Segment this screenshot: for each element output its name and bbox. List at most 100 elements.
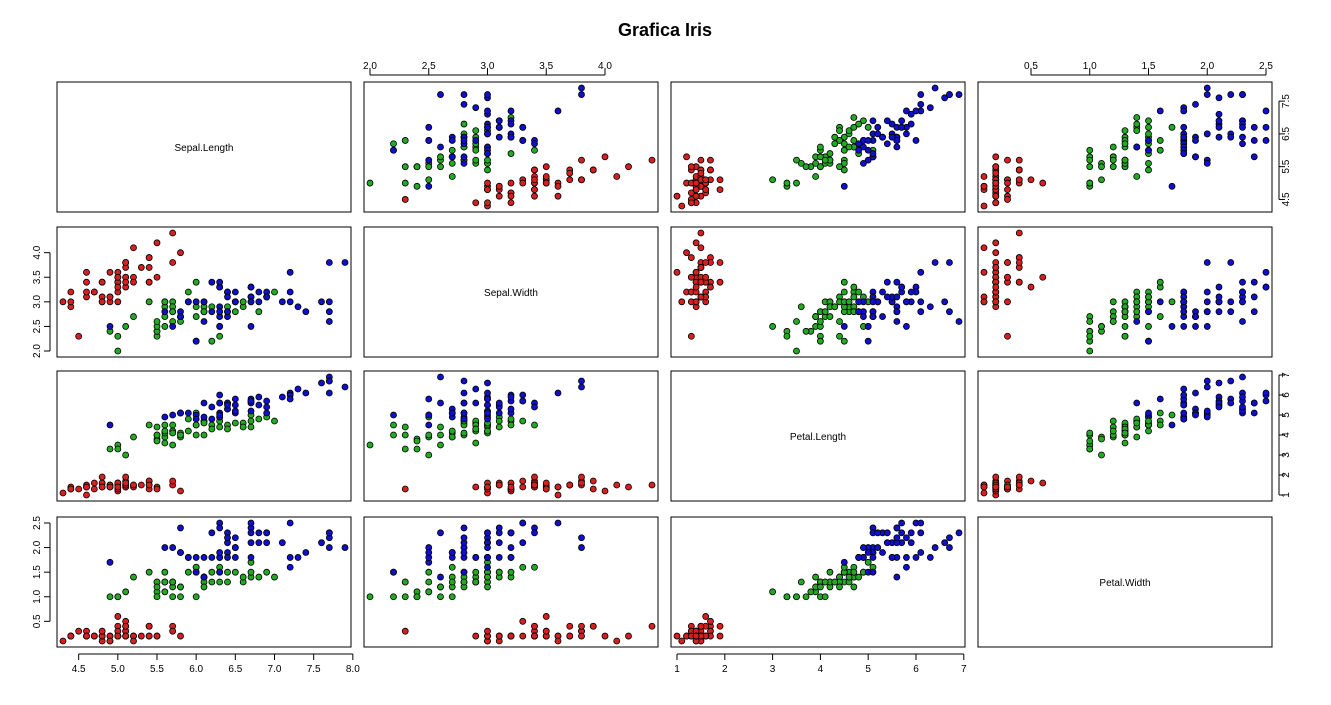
data-point — [797, 303, 805, 311]
data-point — [448, 563, 456, 571]
data-point — [216, 411, 224, 419]
data-point — [840, 288, 848, 296]
data-point — [893, 573, 901, 581]
data-point — [460, 568, 468, 576]
data-point — [917, 529, 925, 537]
data-point — [1239, 403, 1246, 411]
data-point — [472, 632, 480, 640]
data-point — [208, 337, 216, 345]
data-point — [425, 421, 433, 429]
data-point — [448, 153, 456, 161]
data-point — [59, 637, 67, 645]
data-point — [578, 383, 585, 391]
tick-label: 6.0 — [189, 664, 203, 675]
data-point — [1004, 298, 1011, 306]
data-point — [531, 563, 538, 571]
data-point — [869, 150, 877, 157]
data-point — [1133, 399, 1141, 407]
data-point — [821, 578, 829, 586]
data-point — [702, 613, 710, 620]
data-point — [247, 539, 255, 547]
data-point — [184, 568, 192, 576]
data-point — [769, 588, 776, 596]
data-point — [1192, 137, 1199, 144]
data-point — [566, 481, 574, 489]
tick-label: 4.5 — [72, 664, 86, 675]
data-point — [114, 593, 122, 601]
data-point — [325, 544, 333, 551]
data-point — [437, 529, 444, 537]
data-point — [826, 568, 834, 576]
data-point — [692, 298, 700, 306]
data-point — [208, 403, 216, 411]
data-point — [554, 192, 562, 200]
data-point — [401, 593, 409, 601]
data-point — [390, 140, 397, 148]
variable-label: Petal.Width — [1099, 578, 1150, 589]
data-point — [1192, 100, 1199, 108]
data-point — [169, 229, 177, 237]
data-point — [255, 288, 263, 296]
data-point — [883, 529, 891, 537]
data-point — [855, 308, 863, 316]
data-point — [341, 259, 349, 266]
tick-label: 0.5 — [1024, 61, 1038, 72]
data-point — [992, 169, 1000, 177]
data-point — [216, 423, 224, 431]
data-point — [472, 127, 480, 135]
data-point — [1086, 179, 1094, 187]
data-point — [917, 549, 925, 556]
data-point — [917, 268, 925, 276]
data-point — [917, 519, 925, 527]
data-point — [425, 123, 433, 131]
data-point — [992, 473, 1000, 481]
data-point — [460, 399, 468, 407]
data-point — [161, 544, 169, 551]
data-point — [161, 298, 169, 306]
data-point — [1203, 407, 1211, 415]
data-point — [448, 578, 456, 586]
data-point — [769, 323, 776, 330]
data-point — [879, 288, 886, 296]
data-point — [1203, 130, 1211, 138]
data-point — [318, 298, 325, 306]
data-point — [271, 573, 278, 581]
data-point — [130, 481, 137, 489]
data-point — [425, 395, 433, 403]
data-point — [255, 539, 263, 547]
data-point — [888, 120, 896, 128]
data-point — [697, 156, 705, 164]
data-point — [1250, 153, 1258, 161]
data-point — [1156, 409, 1164, 417]
data-point — [912, 554, 920, 561]
data-point — [114, 332, 122, 340]
data-point — [224, 534, 231, 542]
data-point — [860, 159, 867, 167]
data-point — [98, 473, 106, 481]
data-point — [448, 137, 456, 144]
data-point — [874, 529, 882, 537]
data-point — [106, 323, 114, 330]
data-point — [366, 593, 374, 601]
data-point — [519, 397, 527, 405]
data-point — [812, 573, 820, 581]
data-point — [864, 146, 872, 154]
data-point — [390, 593, 397, 601]
data-point — [903, 554, 910, 561]
data-point — [484, 544, 491, 551]
data-point — [255, 529, 263, 537]
data-point — [907, 529, 915, 537]
data-point — [821, 593, 829, 601]
data-point — [169, 429, 177, 437]
data-point — [692, 179, 700, 187]
data-point — [495, 409, 503, 417]
data-point — [1262, 397, 1270, 405]
data-point — [472, 146, 480, 154]
data-point — [169, 593, 177, 601]
data-point — [208, 278, 216, 286]
data-point — [200, 554, 208, 561]
data-point — [917, 298, 925, 306]
data-point — [1215, 117, 1223, 125]
data-point — [484, 395, 491, 403]
data-point — [1156, 137, 1164, 144]
